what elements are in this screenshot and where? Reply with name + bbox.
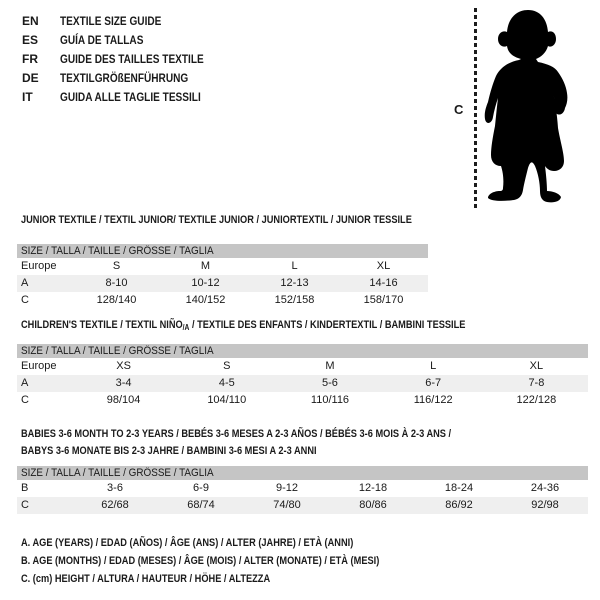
height-value: 74/80	[273, 499, 301, 511]
age-value: 8-10	[105, 277, 128, 289]
age-value: 18-24	[444, 482, 474, 494]
size-value: L	[291, 260, 298, 272]
table-row-height: C 62/68 68/74 74/80 80/86 86/92 92/98	[17, 497, 588, 514]
age-value: 3-6	[107, 482, 123, 494]
age-value: 5-6	[322, 377, 338, 389]
age-value: 12-13	[280, 277, 309, 289]
height-value: 68/74	[187, 499, 215, 511]
language-code: DE	[22, 71, 39, 85]
size-value: XL	[376, 260, 391, 272]
language-row-en: EN TEXTILE SIZE GUIDE	[22, 12, 231, 31]
height-value: 62/68	[101, 499, 129, 511]
size-value: S	[223, 360, 231, 372]
height-value: 80/86	[359, 499, 387, 511]
language-title-list: EN TEXTILE SIZE GUIDE ES GUÍA DE TALLAS …	[22, 12, 231, 107]
language-code: ES	[22, 33, 39, 47]
language-code: EN	[22, 14, 39, 28]
babies-table-title-line1: BABIES 3-6 MONTH TO 2-3 YEARS / BEBÉS 3-…	[21, 428, 452, 440]
language-code: FR	[22, 52, 38, 66]
age-value: 3-4	[115, 377, 132, 389]
age-value: 4-5	[218, 377, 235, 389]
height-value: 158/170	[363, 294, 404, 306]
row-label: B	[21, 482, 29, 494]
size-header-label: SIZE / TALLA / TAILLE / GRÖSSE / TAGLIA	[21, 467, 214, 479]
age-value: 14-16	[369, 277, 398, 289]
height-value: 110/116	[310, 394, 350, 406]
guide-title: GUÍA DE TALLAS	[60, 33, 144, 47]
age-value: 9-12	[275, 482, 299, 494]
age-value: 24-36	[530, 482, 560, 494]
junior-table-title: JUNIOR TEXTILE / TEXTIL JUNIOR/ TEXTILE …	[21, 214, 412, 226]
children-size-table: SIZE / TALLA / TAILLE / GRÖSSE / TAGLIA …	[17, 344, 588, 409]
row-label: C	[21, 499, 29, 511]
size-value: XS	[116, 360, 131, 372]
children-title-sub: /A	[182, 323, 190, 332]
height-value: 140/152	[185, 294, 226, 306]
children-table-title: CHILDREN'S TEXTILE / TEXTIL NIÑO/A / TEX…	[21, 318, 465, 335]
table-row-age: A 8-10 10-12 12-13 14-16	[17, 275, 428, 292]
height-value: 104/110	[207, 394, 247, 406]
row-label: C	[21, 394, 29, 406]
legend-item-a: A. AGE (YEARS) / EDAD (AÑOS) / ÂGE (ANS)…	[21, 537, 354, 549]
guide-title: TEXTILGRÖßENFÜHRUNG	[60, 71, 189, 85]
language-row-it: IT GUIDA ALLE TAGLIE TESSILI	[22, 88, 231, 107]
size-header-label: SIZE / TALLA / TAILLE / GRÖSSE / TAGLIA	[21, 345, 214, 357]
legend-item-c: C. (cm) HEIGHT / ALTURA / HAUTEUR / HÖHE…	[21, 573, 271, 585]
size-value: M	[325, 360, 335, 372]
age-value: 6-7	[425, 377, 442, 389]
height-value: 92/98	[531, 499, 559, 511]
children-title-suffix: / TEXTILE DES ENFANTS / KINDERTEXTIL / B…	[189, 319, 466, 331]
guide-title: GUIDA ALLE TAGLIE TESSILI	[60, 90, 201, 104]
height-value: 98/104	[106, 394, 141, 406]
height-value: 152/158	[274, 294, 315, 306]
row-label: C	[21, 294, 29, 306]
language-row-es: ES GUÍA DE TALLAS	[22, 31, 231, 50]
age-value: 7-8	[528, 377, 545, 389]
height-measure-label: C	[454, 102, 464, 117]
row-label: A	[21, 277, 29, 289]
row-label: A	[21, 377, 29, 389]
babies-table-title-line2: BABYS 3-6 MONATE BIS 2-3 JAHRE / BAMBINI…	[21, 445, 317, 457]
table-row-europe: Europe XS S M L XL	[17, 358, 588, 375]
baby-silhouette	[484, 10, 568, 203]
size-value: M	[200, 260, 211, 272]
table-row-age-months: B 3-6 6-9 9-12 12-18 18-24 24-36	[17, 480, 588, 497]
age-value: 12-18	[358, 482, 388, 494]
age-value: 6-9	[193, 482, 209, 494]
size-value: S	[112, 260, 121, 272]
size-header-bar: SIZE / TALLA / TAILLE / GRÖSSE / TAGLIA	[17, 344, 588, 358]
legend-item-b: B. AGE (MONTHS) / EDAD (MESES) / ÂGE (MO…	[21, 555, 380, 567]
height-value: 116/122	[413, 394, 453, 406]
height-value: 122/128	[516, 394, 557, 406]
row-label: Europe	[21, 260, 57, 272]
table-row-height: C 98/104 104/110 110/116 116/122 122/128	[17, 392, 588, 409]
children-title-prefix: CHILDREN'S TEXTILE / TEXTIL NIÑO	[21, 319, 183, 331]
height-measure-dashed-line	[474, 8, 477, 208]
height-value: 128/140	[96, 294, 137, 306]
size-value: L	[430, 360, 437, 372]
language-row-de: DE TEXTILGRÖßENFÜHRUNG	[22, 69, 231, 88]
age-value: 10-12	[191, 277, 220, 289]
table-row-europe: Europe S M L XL	[17, 258, 428, 275]
guide-title: GUIDE DES TAILLES TEXTILE	[60, 52, 204, 66]
language-code: IT	[22, 90, 33, 104]
guide-title: TEXTILE SIZE GUIDE	[60, 14, 162, 28]
height-value: 86/92	[445, 499, 473, 511]
size-header-bar: SIZE / TALLA / TAILLE / GRÖSSE / TAGLIA	[17, 466, 588, 480]
babies-size-table: SIZE / TALLA / TAILLE / GRÖSSE / TAGLIA …	[17, 466, 588, 514]
language-row-fr: FR GUIDE DES TAILLES TEXTILE	[22, 50, 231, 69]
row-label: Europe	[21, 360, 57, 372]
table-row-height: C 128/140 140/152 152/158 158/170	[17, 292, 428, 309]
size-value: XL	[529, 360, 544, 372]
table-row-age: A 3-4 4-5 5-6 6-7 7-8	[17, 375, 588, 392]
measurement-legend: A. AGE (YEARS) / EDAD (AÑOS) / ÂGE (ANS)…	[21, 534, 448, 588]
size-header-bar: SIZE / TALLA / TAILLE / GRÖSSE / TAGLIA	[17, 244, 428, 258]
junior-size-table: SIZE / TALLA / TAILLE / GRÖSSE / TAGLIA …	[17, 244, 428, 309]
size-header-label: SIZE / TALLA / TAILLE / GRÖSSE / TAGLIA	[21, 245, 214, 257]
